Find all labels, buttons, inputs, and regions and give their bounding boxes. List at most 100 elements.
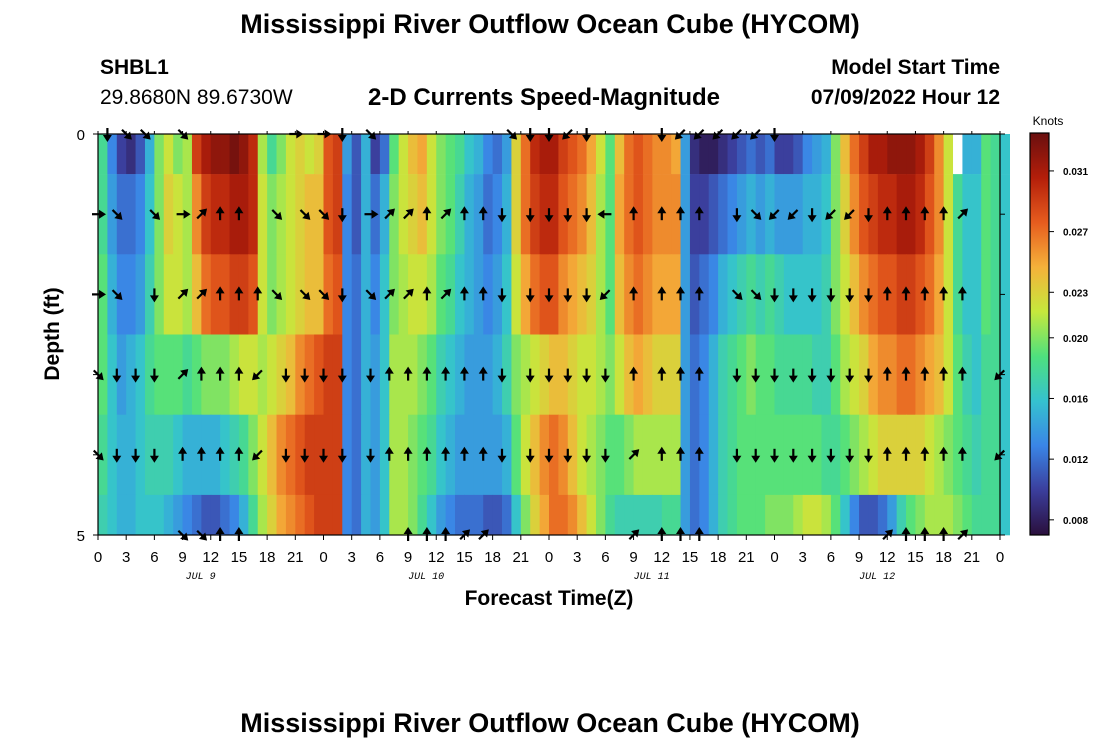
current-arrow [807,448,817,463]
heatmap-cell [642,494,653,536]
heatmap-cell [586,174,597,255]
heatmap-cell [633,414,644,496]
heatmap-cell [116,494,127,536]
heatmap-cell [859,174,870,255]
heatmap-cell [323,334,334,415]
current-arrow [441,446,451,461]
heatmap-cell [915,174,926,255]
x-tick-label: 12 [202,549,219,566]
current-arrow [882,366,892,381]
heatmap-cell [426,414,437,496]
current-arrow [864,208,873,223]
heatmap-cell [182,334,193,415]
current-arrow [845,288,855,303]
heatmap-cell [314,254,325,335]
current-arrow [563,448,573,463]
heatmap-cell [267,494,278,536]
heatmap-cell [351,254,362,335]
current-arrow [178,446,188,461]
heatmap-cell [483,134,494,175]
heatmap-cell [351,494,362,536]
heatmap-cell [520,494,531,536]
heatmap-cell [426,334,437,415]
heatmap-cell [793,334,804,415]
heatmap-cell [849,414,860,496]
heatmap-cell [689,494,700,536]
current-arrow [497,448,507,463]
heatmap-cell [699,134,710,175]
current-arrow [826,368,836,383]
heatmap-cell [624,174,635,255]
heatmap-cell [323,414,334,496]
heatmap-cell [370,134,381,175]
heatmap-cell [859,494,870,536]
heatmap-cell [812,414,823,496]
heatmap-cell [455,174,466,255]
x-tick-label: 6 [150,549,158,566]
current-arrow [957,208,969,220]
current-arrow [694,446,704,461]
current-arrow [597,209,612,219]
current-arrow [366,448,375,463]
heatmap-cell [774,494,785,536]
heatmap-cell [718,174,729,255]
heatmap-cell [962,134,973,175]
current-arrow [657,286,667,301]
heatmap-cell [314,494,325,536]
heatmap-cell [408,334,419,415]
heatmap-cell [257,254,268,335]
heatmap-cell [736,254,747,335]
date-labels: JUL 9 JUL 10 JUL 11 JUL 12 [186,572,896,583]
heatmap-cell [473,254,484,335]
current-arrow [770,288,779,303]
heatmap-cell [577,414,588,496]
heatmap-cell [126,494,137,536]
heatmap-cell [351,134,362,175]
heatmap-cell [408,494,419,536]
x-tick-label: 3 [573,549,581,566]
current-arrow [131,448,141,463]
heatmap-cell [323,254,334,335]
heatmap-cell [981,254,992,335]
heatmap-cell [915,254,926,335]
heatmap-cell [229,414,240,496]
heatmap-cell [868,494,879,536]
current-arrow [459,366,469,381]
heatmap-cell [201,414,212,496]
heatmap-cell [332,494,343,536]
model-start-label: Model Start Time [831,56,1000,79]
current-arrow [844,209,855,220]
heatmap-cell [887,414,898,496]
heatmap-cell [323,174,334,255]
current-arrow [422,527,432,541]
current-arrow [478,206,488,221]
heatmap-cell [116,414,127,496]
current-arrow [403,288,414,300]
colorbar-tick-label: 0.016 [1063,394,1088,405]
heatmap-cell [689,254,700,335]
heatmap-cell [257,174,268,255]
current-arrow [497,368,507,383]
current-arrow [440,288,452,300]
heatmap-cell [953,334,964,415]
current-arrow [215,527,225,541]
heatmap-cell [1000,134,1010,175]
heatmap-cell [370,334,381,415]
heatmap-cell [445,134,456,175]
heatmap-cell [530,174,541,255]
heatmap-cell [661,174,672,255]
current-arrow [864,448,873,463]
heatmap-cell [530,494,541,536]
current-arrow [196,288,208,300]
current-arrow [337,288,347,303]
heatmap-cell [492,414,503,496]
current-arrow [196,446,206,461]
heatmap-cell [220,134,231,175]
current-arrow [271,209,283,220]
heatmap-cell [436,414,447,496]
heatmap-cell [98,134,108,175]
heatmap-cell [332,174,343,255]
heatmap-cell [426,174,437,255]
heatmap-cell [765,254,776,335]
current-arrow [694,366,704,381]
